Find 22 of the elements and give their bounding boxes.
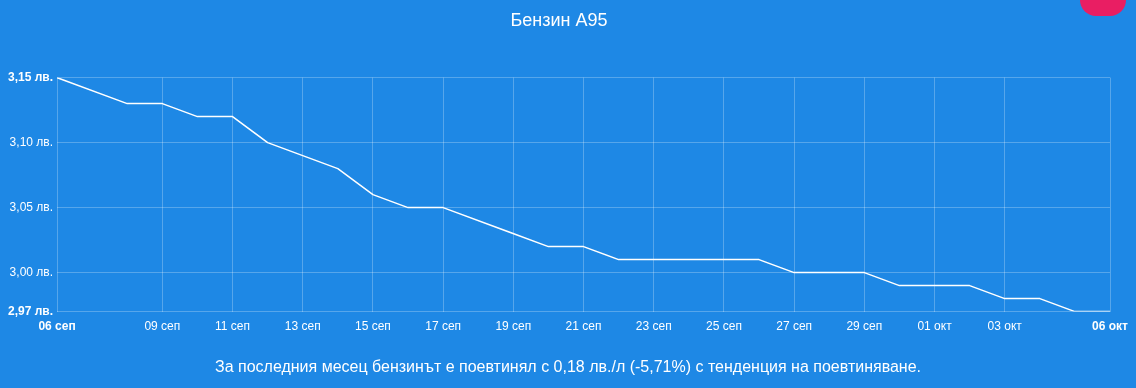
- y-tick-label: 3,05 лв.: [9, 199, 54, 214]
- x-tick-label: 06 окт: [1092, 319, 1129, 334]
- x-tick-label: 21 сеп: [565, 319, 602, 334]
- x-tick-label: 19 сеп: [495, 319, 532, 334]
- chart-title: Бензин А95: [510, 9, 608, 30]
- x-tick-label: 23 сеп: [635, 319, 672, 334]
- y-tick-label: 3,00 лв.: [9, 264, 54, 279]
- x-tick-label: 17 сеп: [425, 319, 462, 334]
- x-tick-label: 29 сеп: [846, 319, 883, 334]
- x-tick-label: 06 сеп: [38, 319, 76, 334]
- y-tick-label: 3,15 лв.: [7, 69, 54, 84]
- x-tick-label: 13 сеп: [284, 319, 321, 334]
- y-tick-label: 3,10 лв.: [9, 134, 54, 149]
- x-tick-label: 25 сеп: [706, 319, 742, 334]
- x-tick-label: 03 окт: [987, 319, 1023, 334]
- x-tick-label: 11 сеп: [215, 319, 251, 334]
- x-tick-label: 15 сеп: [355, 319, 391, 334]
- x-tick-label: 01 окт: [917, 319, 953, 334]
- text: За последния месец бензинът е поевтинял с 0,18 лв./л (-5,71%) с тенденция на поевтиняване.: [214, 358, 922, 376]
- x-tick-label: 27 сеп: [776, 319, 813, 334]
- x-tick-label: 09 сеп: [144, 319, 181, 334]
- y-tick-label: 2,97 лв.: [7, 303, 54, 318]
